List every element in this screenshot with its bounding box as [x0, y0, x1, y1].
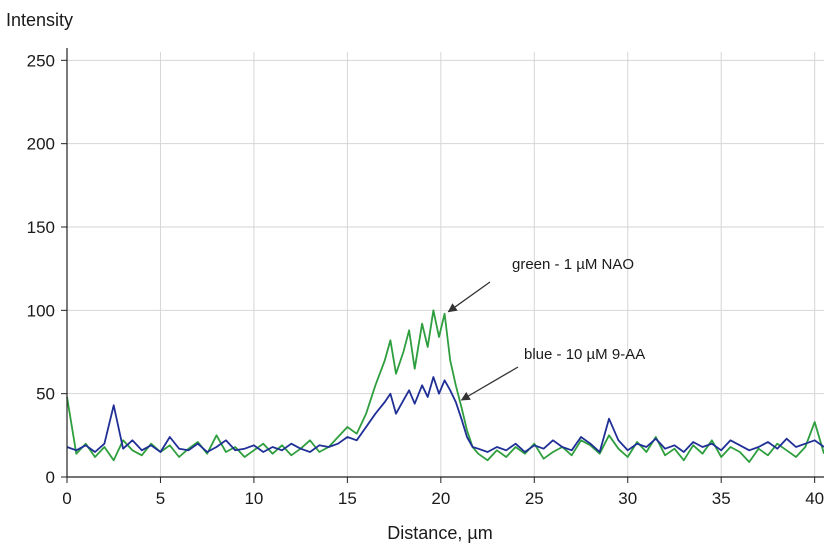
- y-axis-title: Intensity: [6, 10, 73, 30]
- annotations: green - 1 µM NAO blue - 10 µM 9-AA: [447, 256, 645, 401]
- x-tick-label: 20: [431, 489, 450, 508]
- axes: [61, 48, 824, 483]
- annotation-label: blue - 10 µM 9-AA: [524, 346, 645, 363]
- grid: [67, 52, 824, 477]
- annotation-arrow: [447, 281, 491, 313]
- x-tick-label: 15: [338, 489, 357, 508]
- x-tick-label: 40: [805, 489, 824, 508]
- y-tick-label: 0: [46, 468, 55, 487]
- series-line-2: [66, 376, 824, 453]
- x-axis-title: Distance, µm: [387, 523, 492, 543]
- annotation-label: green - 1 µM NAO: [512, 256, 634, 273]
- y-tick-label: 50: [36, 385, 55, 404]
- x-tick-label: 25: [525, 489, 544, 508]
- series-line-1: [66, 309, 824, 463]
- y-tick-label: 200: [27, 135, 55, 154]
- y-tick-label: 150: [27, 218, 55, 237]
- x-tick-label: 35: [712, 489, 731, 508]
- x-tick-label: 0: [62, 489, 71, 508]
- y-tick-label: 100: [27, 301, 55, 320]
- x-tick-label: 5: [156, 489, 165, 508]
- annotation-arrow: [460, 366, 519, 401]
- tick-labels: 0 5 10 15 20 25 30 35 40 0 50 100 150 200 250: [27, 51, 824, 508]
- x-tick-label: 30: [618, 489, 637, 508]
- x-tick-label: 10: [244, 489, 263, 508]
- y-tick-label: 250: [27, 51, 55, 70]
- series-group: [66, 309, 824, 463]
